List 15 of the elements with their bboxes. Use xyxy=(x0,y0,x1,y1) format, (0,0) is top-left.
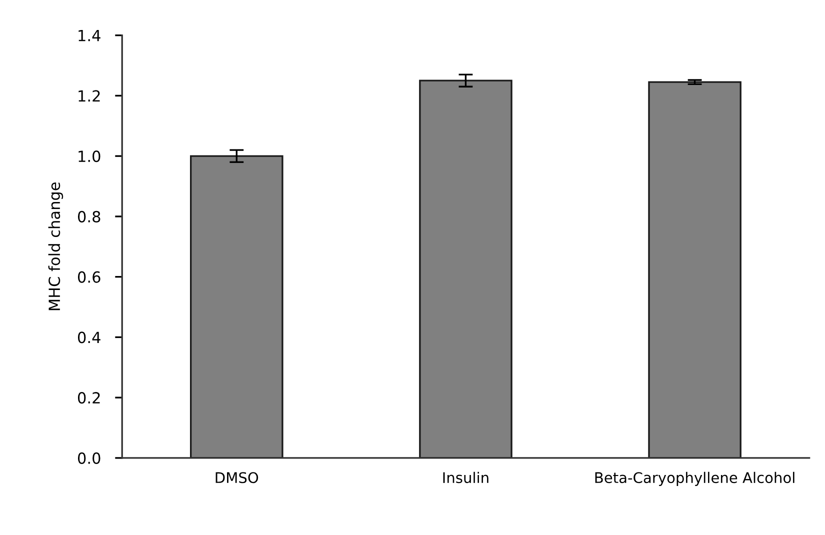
y-tick-label: 1.2 xyxy=(78,90,100,102)
y-tick-label: 0.4 xyxy=(78,332,100,344)
y-tick-label: 0.6 xyxy=(78,271,100,283)
y-tick-label: 0.0 xyxy=(78,452,100,464)
x-tick-label: Insulin xyxy=(443,472,488,484)
bar xyxy=(419,80,512,458)
bar xyxy=(648,81,742,458)
x-tick-label: DMSO xyxy=(216,472,258,484)
y-tick-label: 0.8 xyxy=(78,210,100,222)
y-tick-label: 0.2 xyxy=(78,392,100,404)
y-tick-label: 1.4 xyxy=(78,30,100,42)
bar xyxy=(190,155,284,458)
y-axis-title: MHC fold change xyxy=(48,182,64,310)
y-tick-label: 1.0 xyxy=(78,150,100,162)
x-tick-label: Beta-Caryophyllene Alcohol xyxy=(595,472,794,486)
